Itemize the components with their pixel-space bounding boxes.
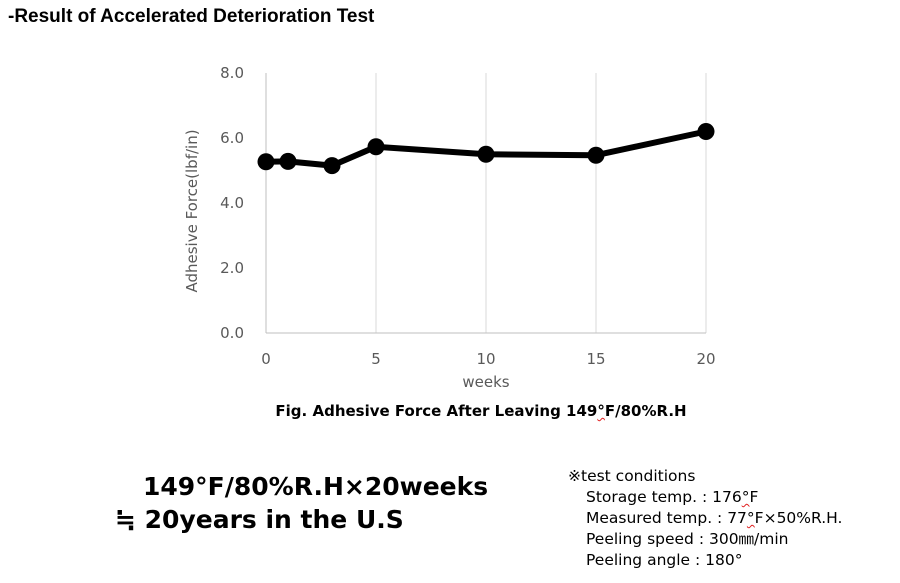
x-tick-label: 5	[371, 350, 381, 368]
x-tick-label: 15	[586, 350, 605, 368]
x-axis-label: weeks	[462, 373, 509, 391]
y-tick-label: 6.0	[220, 129, 244, 147]
y-axis-label: Adhesive Force(lbf/in)	[183, 129, 201, 292]
summary-line-2: ≒ 20years in the U.S	[115, 505, 404, 534]
measured-temp: Measured temp. : 77°F×50%R.H.	[586, 509, 843, 527]
test-conditions: ※test conditions Storage temp. : 176°F M…	[568, 466, 842, 571]
x-tick-label: 10	[476, 350, 495, 368]
y-tick-label: 0.0	[220, 324, 244, 342]
figure-caption: Fig. Adhesive Force After Leaving 149°F/…	[275, 402, 687, 420]
conditions-title: ※test conditions	[568, 467, 696, 485]
peeling-angle: Peeling angle : 180°	[586, 551, 743, 569]
grid-layer	[375, 73, 707, 333]
page-heading: -Result of Accelerated Deterioration Tes…	[8, 6, 375, 27]
y-tick-label: 2.0	[220, 259, 244, 277]
summary-block: 149°F/80%R.H×20weeks ≒ 20years in the U.…	[115, 470, 488, 536]
peeling-speed: Peeling speed : 300㎜/min	[586, 530, 789, 548]
data-point	[587, 146, 605, 164]
data-point	[367, 138, 385, 156]
axis-layer	[265, 73, 706, 334]
series-layer	[257, 123, 715, 175]
data-point	[697, 123, 715, 140]
summary-line-1: 149°F/80%R.H×20weeks	[143, 472, 489, 501]
y-tick-label: 8.0	[220, 64, 244, 82]
y-tick-label: 4.0	[220, 194, 244, 212]
data-point	[477, 145, 495, 163]
data-point	[279, 152, 297, 170]
x-tick-label: 0	[261, 350, 271, 368]
storage-temp: Storage temp. : 176°F	[586, 488, 759, 506]
data-point	[323, 157, 341, 175]
x-tick-label: 20	[696, 350, 715, 368]
data-point	[257, 153, 275, 171]
tick-labels: 0 5 10 15 20 0.0 2.0 4.0 6.0 8.0	[220, 64, 715, 368]
adhesive-force-chart: 0 5 10 15 20 0.0 2.0 4.0 6.0 8.0 weeks Adhesive F…	[183, 64, 716, 391]
